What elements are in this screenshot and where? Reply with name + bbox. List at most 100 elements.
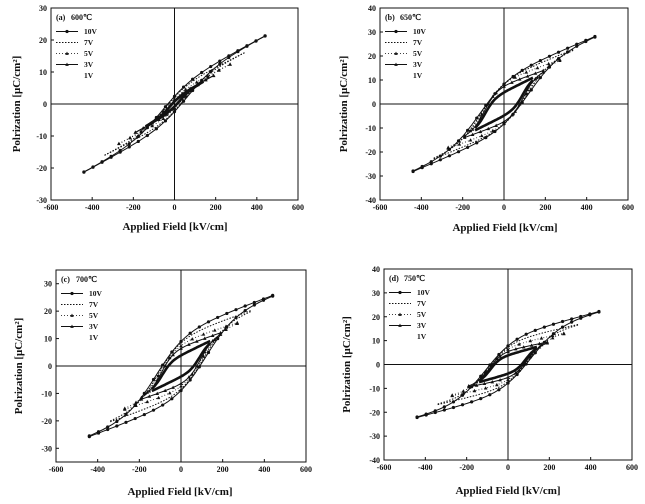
legend-item: 1V — [417, 332, 427, 341]
y-axis-label: Polrization [μC/cm²] — [341, 316, 353, 413]
data-point — [172, 110, 177, 114]
data-point — [474, 383, 479, 387]
x-tick-label: 200 — [543, 463, 555, 472]
y-tick-label: -10 — [36, 132, 47, 141]
data-point — [429, 160, 433, 164]
data-point — [468, 128, 473, 133]
y-tick-label: 10 — [44, 335, 52, 344]
legend-item: 3V — [61, 322, 99, 331]
data-point — [498, 378, 502, 382]
data-point — [484, 136, 488, 140]
data-point — [521, 345, 526, 349]
data-point — [524, 332, 528, 336]
data-point — [245, 44, 249, 48]
data-point — [187, 375, 191, 379]
data-point — [212, 328, 217, 332]
data-point — [171, 385, 175, 389]
data-point — [187, 342, 191, 346]
data-point — [506, 349, 510, 354]
panel-title: 700℃ — [76, 275, 97, 284]
y-tick-label: 20 — [368, 52, 376, 61]
data-point — [510, 80, 514, 84]
data-point — [488, 393, 492, 397]
series-1v — [150, 339, 212, 393]
data-point — [127, 142, 131, 146]
data-point — [461, 389, 466, 393]
data-point — [479, 133, 484, 138]
x-tick-label: 400 — [585, 463, 597, 472]
data-point — [533, 328, 537, 332]
data-point — [122, 406, 127, 410]
data-point — [447, 154, 452, 158]
panel-title: 650℃ — [400, 13, 421, 22]
series-10v — [415, 309, 601, 420]
legend-item: 1V — [89, 333, 99, 342]
data-point — [497, 388, 501, 392]
legend-item: 7V — [389, 299, 427, 308]
data-point — [491, 128, 495, 133]
y-axis-label: Polrization [μC/cm²] — [13, 318, 25, 415]
data-point — [124, 420, 128, 424]
data-point — [106, 425, 110, 429]
series-line — [437, 323, 579, 405]
x-tick-label: 400 — [581, 203, 593, 212]
data-point — [474, 380, 479, 384]
data-point — [179, 388, 183, 393]
legend-item: 10V — [385, 27, 427, 36]
data-point — [161, 403, 165, 407]
data-point — [216, 315, 220, 320]
data-point — [479, 397, 483, 401]
data-point — [539, 336, 544, 340]
data-point — [109, 154, 113, 158]
data-point — [218, 332, 223, 336]
x-tick-label: -200 — [132, 465, 147, 474]
data-point — [494, 123, 498, 127]
data-point — [218, 59, 222, 63]
y-tick-label: -20 — [41, 417, 52, 426]
series-line — [437, 324, 579, 406]
data-point — [252, 300, 256, 305]
y-tick-label: -10 — [365, 124, 376, 133]
y-tick-label: 30 — [39, 4, 47, 13]
data-point — [562, 331, 566, 335]
data-point — [579, 314, 583, 319]
data-point — [163, 388, 167, 393]
data-point — [506, 347, 510, 351]
legend-marker — [398, 290, 402, 295]
y-tick-label: 0 — [372, 100, 376, 109]
data-point — [188, 331, 192, 335]
data-point — [87, 434, 91, 438]
data-point — [161, 116, 166, 120]
legend-item: 5V — [389, 310, 427, 319]
data-point — [197, 365, 201, 369]
data-point — [510, 113, 514, 117]
data-point — [560, 319, 565, 324]
legend-marker — [70, 313, 74, 317]
x-axis-label: Applied Field [kV/cm] — [452, 222, 557, 234]
data-point — [201, 332, 206, 336]
data-point — [450, 393, 454, 397]
data-point — [218, 330, 223, 335]
data-point — [502, 82, 506, 86]
data-point — [195, 364, 199, 368]
data-point — [191, 77, 195, 81]
x-tick-label: -400 — [418, 463, 433, 472]
data-point — [442, 405, 446, 409]
data-point — [546, 64, 551, 69]
data-point — [438, 158, 442, 162]
data-point — [91, 165, 95, 169]
data-point — [498, 354, 502, 358]
data-point — [206, 73, 210, 78]
data-point — [261, 297, 266, 301]
data-point — [513, 75, 517, 79]
legend-label: 3V — [417, 321, 427, 330]
data-point — [462, 135, 467, 139]
data-point — [134, 400, 138, 404]
data-point — [200, 70, 204, 75]
data-point — [550, 333, 555, 338]
data-point — [224, 324, 228, 328]
x-tick-label: 600 — [626, 463, 638, 472]
legend-item: 1V — [84, 71, 94, 80]
series-1v — [474, 76, 534, 132]
legend-marker — [65, 51, 69, 55]
